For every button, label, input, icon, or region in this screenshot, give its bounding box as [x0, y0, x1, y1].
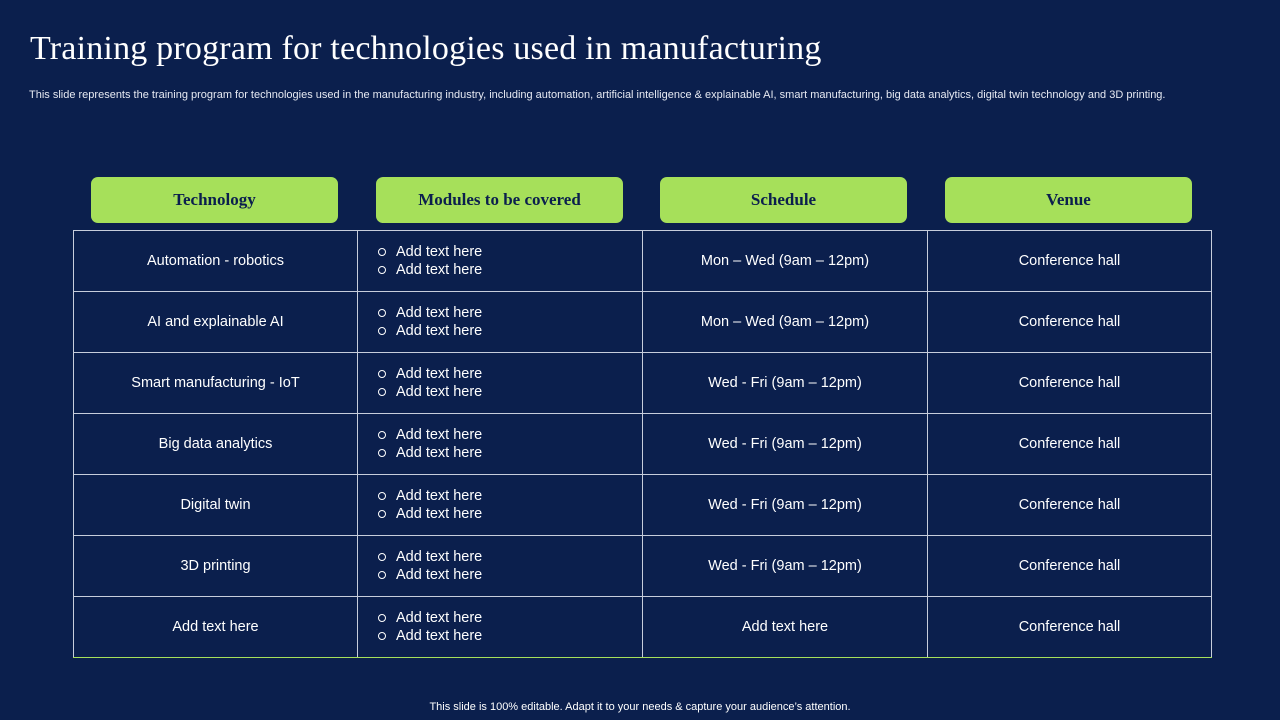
- technology-cell: Automation - robotics: [73, 230, 358, 292]
- modules-cell: Add text here Add text here: [357, 291, 643, 353]
- circle-bullet-icon: [378, 266, 386, 274]
- module-item: Add text here: [376, 426, 642, 444]
- circle-bullet-icon: [378, 309, 386, 317]
- module-item: Add text here: [376, 304, 642, 322]
- module-text: Add text here: [396, 366, 483, 382]
- schedule-cell: Mon – Wed (9am – 12pm): [642, 291, 928, 353]
- table-row: Automation - robotics Add text here Add …: [73, 230, 1212, 292]
- module-item: Add text here: [376, 566, 642, 584]
- module-item: Add text here: [376, 365, 642, 383]
- slide-title: Training program for technologies used i…: [30, 30, 822, 67]
- venue-cell: Conference hall: [927, 474, 1212, 536]
- circle-bullet-icon: [378, 248, 386, 256]
- circle-bullet-icon: [378, 388, 386, 396]
- circle-bullet-icon: [378, 431, 386, 439]
- modules-cell: Add text here Add text here: [357, 474, 643, 536]
- circle-bullet-icon: [378, 492, 386, 500]
- module-item: Add text here: [376, 322, 642, 340]
- module-text: Add text here: [396, 427, 483, 443]
- technology-cell: 3D printing: [73, 535, 358, 597]
- header-schedule: Schedule: [660, 177, 907, 223]
- table-row: 3D printing Add text here Add text here …: [73, 535, 1212, 597]
- module-item: Add text here: [376, 505, 642, 523]
- technology-cell: Big data analytics: [73, 413, 358, 475]
- table-header-row: Technology Modules to be covered Schedul…: [91, 177, 1193, 223]
- module-item: Add text here: [376, 261, 642, 279]
- circle-bullet-icon: [378, 553, 386, 561]
- module-text: Add text here: [396, 628, 483, 644]
- header-modules: Modules to be covered: [376, 177, 623, 223]
- schedule-cell: Wed - Fri (9am – 12pm): [642, 474, 928, 536]
- venue-cell: Conference hall: [927, 535, 1212, 597]
- venue-cell: Conference hall: [927, 352, 1212, 414]
- module-item: Add text here: [376, 609, 642, 627]
- module-text: Add text here: [396, 305, 483, 321]
- module-text: Add text here: [396, 244, 483, 260]
- modules-cell: Add text here Add text here: [357, 535, 643, 597]
- slide-subtitle: This slide represents the training progr…: [29, 89, 1166, 101]
- module-item: Add text here: [376, 548, 642, 566]
- circle-bullet-icon: [378, 327, 386, 335]
- modules-cell: Add text here Add text here: [357, 596, 643, 658]
- circle-bullet-icon: [378, 510, 386, 518]
- schedule-cell: Wed - Fri (9am – 12pm): [642, 535, 928, 597]
- module-text: Add text here: [396, 384, 483, 400]
- module-text: Add text here: [396, 549, 483, 565]
- technology-cell: Add text here: [73, 596, 358, 658]
- technology-cell: Smart manufacturing - IoT: [73, 352, 358, 414]
- circle-bullet-icon: [378, 370, 386, 378]
- technology-cell: AI and explainable AI: [73, 291, 358, 353]
- module-text: Add text here: [396, 567, 483, 583]
- technology-cell: Digital twin: [73, 474, 358, 536]
- venue-cell: Conference hall: [927, 413, 1212, 475]
- schedule-cell: Add text here: [642, 596, 928, 658]
- venue-cell: Conference hall: [927, 291, 1212, 353]
- table-row: Add text here Add text here Add text her…: [73, 596, 1212, 658]
- module-text: Add text here: [396, 445, 483, 461]
- module-text: Add text here: [396, 488, 483, 504]
- schedule-cell: Wed - Fri (9am – 12pm): [642, 352, 928, 414]
- table-row: Big data analytics Add text here Add tex…: [73, 413, 1212, 475]
- circle-bullet-icon: [378, 449, 386, 457]
- circle-bullet-icon: [378, 571, 386, 579]
- module-item: Add text here: [376, 383, 642, 401]
- module-text: Add text here: [396, 506, 483, 522]
- schedule-cell: Wed - Fri (9am – 12pm): [642, 413, 928, 475]
- slide-footer: This slide is 100% editable. Adapt it to…: [429, 701, 851, 713]
- table-row: AI and explainable AI Add text here Add …: [73, 291, 1212, 353]
- modules-cell: Add text here Add text here: [357, 230, 643, 292]
- modules-cell: Add text here Add text here: [357, 352, 643, 414]
- training-table: Automation - robotics Add text here Add …: [73, 230, 1212, 658]
- module-text: Add text here: [396, 323, 483, 339]
- table-row: Smart manufacturing - IoT Add text here …: [73, 352, 1212, 414]
- schedule-cell: Mon – Wed (9am – 12pm): [642, 230, 928, 292]
- venue-cell: Conference hall: [927, 230, 1212, 292]
- module-item: Add text here: [376, 627, 642, 645]
- circle-bullet-icon: [378, 632, 386, 640]
- modules-cell: Add text here Add text here: [357, 413, 643, 475]
- module-item: Add text here: [376, 243, 642, 261]
- module-text: Add text here: [396, 262, 483, 278]
- circle-bullet-icon: [378, 614, 386, 622]
- venue-cell: Conference hall: [927, 596, 1212, 658]
- module-text: Add text here: [396, 610, 483, 626]
- module-item: Add text here: [376, 444, 642, 462]
- table-row: Digital twin Add text here Add text here…: [73, 474, 1212, 536]
- header-technology: Technology: [91, 177, 338, 223]
- header-venue: Venue: [945, 177, 1192, 223]
- module-item: Add text here: [376, 487, 642, 505]
